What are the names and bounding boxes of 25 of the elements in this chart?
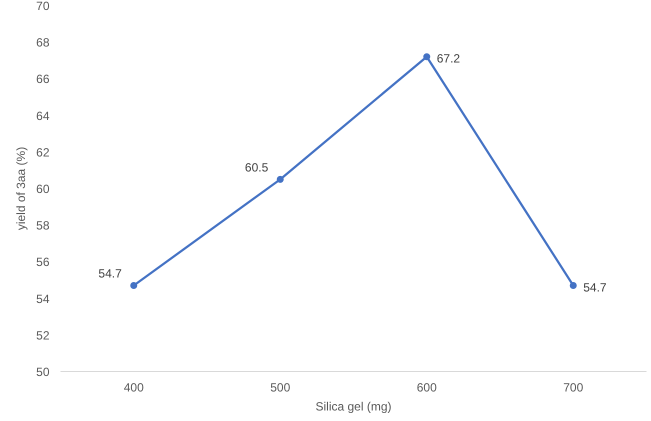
y-tick-label: 68 [36, 36, 50, 50]
y-tick-label: 56 [36, 255, 50, 270]
data-label: 54.7 [583, 280, 607, 294]
y-tick-label: 62 [36, 145, 50, 160]
x-tick-label: 400 [124, 380, 144, 394]
y-tick-label: 70 [36, 0, 50, 13]
data-label: 60.5 [244, 160, 269, 174]
data-label: 67.2 [436, 52, 460, 66]
y-axis-title: yield of 3aa (%) [14, 146, 28, 230]
y-tick-label: 52 [36, 328, 50, 342]
point [130, 282, 138, 289]
y-tick-label: 54 [36, 292, 50, 306]
y-tick-label: 50 [36, 365, 50, 379]
y-tick-label: 58 [36, 218, 50, 233]
y-tick-label: 64 [36, 108, 50, 123]
x-tick-label: 700 [563, 380, 584, 394]
point [423, 53, 430, 60]
data-label: 54.7 [98, 266, 122, 280]
point [276, 176, 284, 183]
x-axis-title: Silica gel (mg) [315, 400, 392, 414]
y-tick-label: 66 [36, 72, 50, 86]
y-tick-label: 60 [36, 182, 50, 196]
x-tick-label: 600 [416, 380, 438, 394]
point [570, 282, 577, 289]
x-tick-label: 500 [270, 380, 291, 394]
